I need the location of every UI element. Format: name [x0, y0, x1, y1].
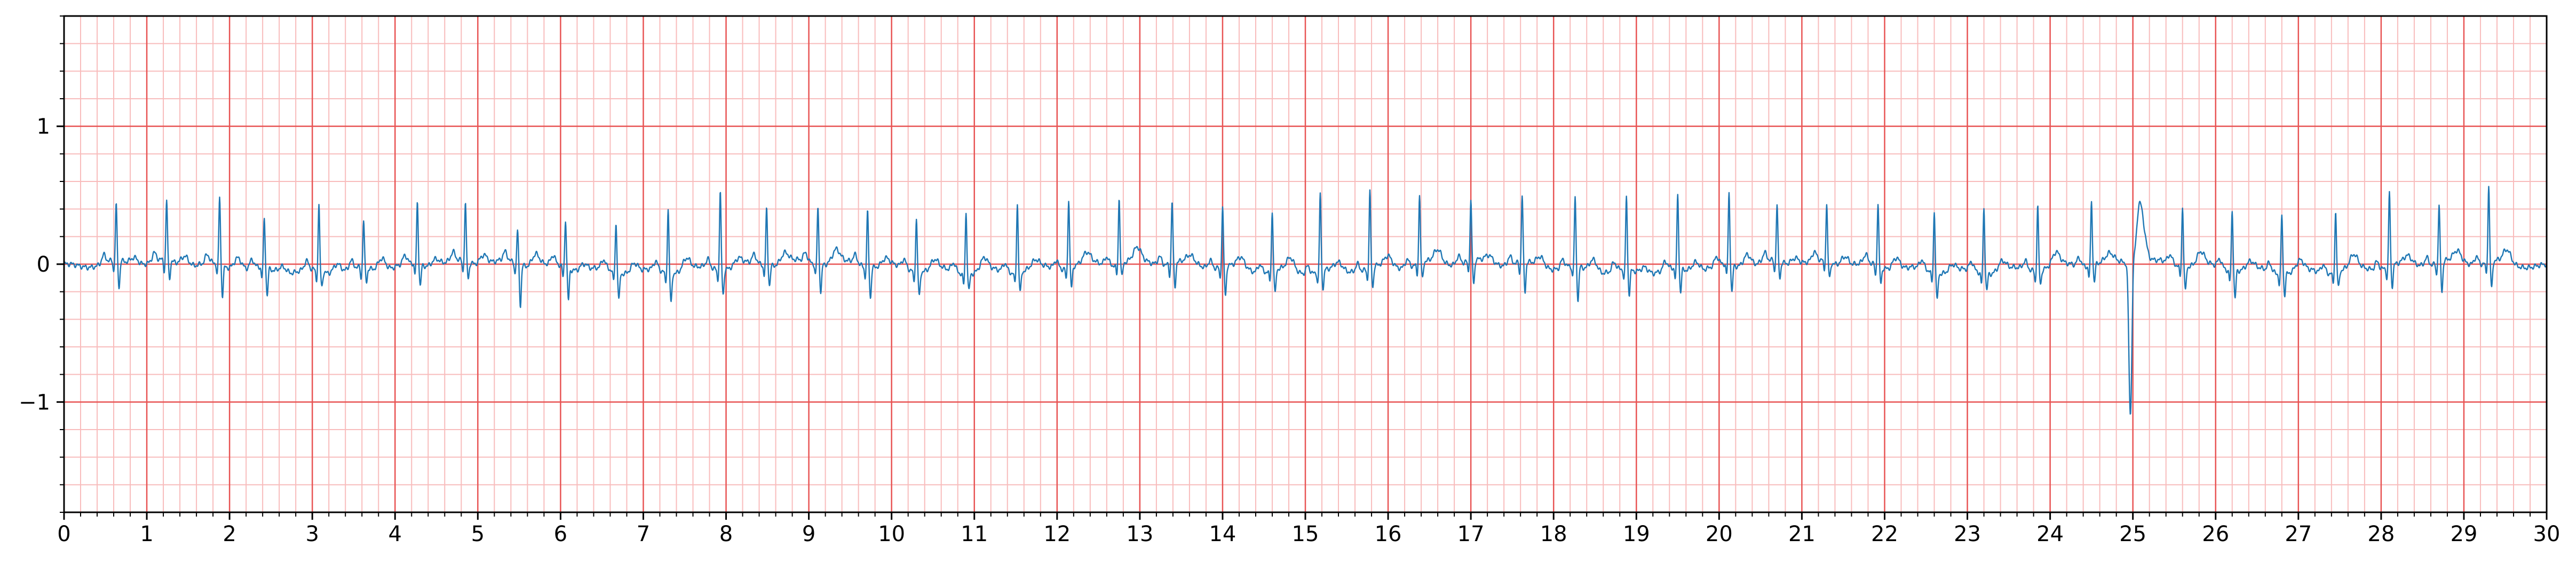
x-tick-label: 8	[719, 522, 733, 546]
x-tick-label: 9	[802, 522, 815, 546]
x-tick-label: 10	[878, 522, 905, 546]
x-tick-label: 5	[471, 522, 485, 546]
x-tick-label: 21	[1788, 522, 1816, 546]
x-tick-label: 22	[1871, 522, 1898, 546]
x-tick-label: 30	[2533, 522, 2561, 546]
x-tick-label: 14	[1209, 522, 1236, 546]
x-tick-label: 7	[637, 522, 650, 546]
x-tick-label: 19	[1623, 522, 1650, 546]
x-tick-label: 4	[389, 522, 402, 546]
x-tick-label: 15	[1292, 522, 1319, 546]
x-tick-label: 12	[1043, 522, 1071, 546]
x-tick-label: 29	[2450, 522, 2477, 546]
x-tick-label: 13	[1126, 522, 1153, 546]
x-tick-label: 23	[1954, 522, 1981, 546]
x-axis: 0 1 2 3 4 5 6 7 8 9 10 11 12 13 14 15 16 17 18 19 20 21 22 23 24…	[57, 512, 2560, 546]
ecg-trace-group	[63, 186, 2548, 415]
x-tick-label: 0	[57, 522, 70, 546]
x-tick-label: 6	[554, 522, 567, 546]
x-tick-label: 20	[1706, 522, 1733, 546]
x-tick-label: 1	[140, 522, 153, 546]
x-tick-label: 18	[1540, 522, 1567, 546]
y-tick-label: −1	[19, 390, 50, 415]
y-tick-label: 0	[37, 252, 50, 277]
x-tick-label: 3	[305, 522, 319, 546]
x-tick-label: 2	[223, 522, 236, 546]
ecg-trace-line	[63, 186, 2548, 415]
x-tick-label: 28	[2367, 522, 2395, 546]
x-tick-label: 26	[2202, 522, 2229, 546]
x-tick-label: 17	[1457, 522, 1485, 546]
y-tick-label: 1	[37, 115, 50, 139]
x-tick-label: 24	[2036, 522, 2064, 546]
y-axis: 1 0 −1	[19, 15, 64, 513]
x-tick-label: 16	[1375, 522, 1402, 546]
x-tick-label: 11	[961, 522, 988, 546]
x-tick-label: 27	[2285, 522, 2312, 546]
x-tick-label: 25	[2119, 522, 2146, 546]
